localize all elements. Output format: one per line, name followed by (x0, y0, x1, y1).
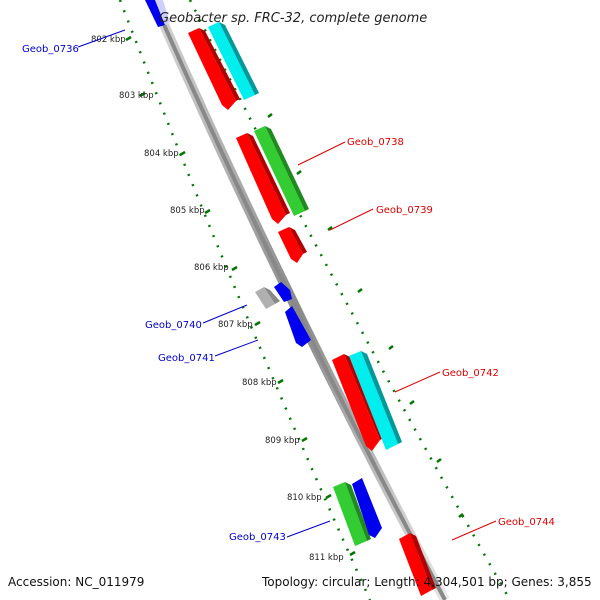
gene-geob-0744[interactable] (399, 533, 432, 596)
gene-geob-0743[interactable] (352, 478, 382, 538)
gene-red-0738-edge (247, 133, 290, 215)
gene-geob-0743-green-edge (345, 482, 371, 541)
gene-red-0738[interactable] (236, 133, 286, 224)
gene-cyan-top-edge (219, 22, 259, 95)
gene-label-geob-0739[interactable]: Geob_0739 (376, 205, 433, 216)
genome-backbone (148, 0, 450, 600)
gene-geob-0738-edge (265, 126, 309, 211)
gene-gray-0740-edge (264, 287, 280, 304)
gene-label-geob-0740[interactable]: Geob_0740 (145, 320, 202, 331)
tick-label-809: 809 kbp (265, 436, 300, 446)
gene-label-geob-0744[interactable]: Geob_0744 (498, 517, 555, 528)
accession-text: Accession: NC_011979 (8, 575, 144, 589)
gene-geob-0740[interactable] (274, 282, 292, 302)
gene-red-0742[interactable] (332, 354, 380, 451)
gene-geob-0744-edge (410, 533, 436, 590)
gene-label-geob-0736[interactable]: Geob_0736 (22, 44, 79, 55)
label-connectors (77, 29, 497, 541)
tick-marks (125, 35, 356, 557)
gene-label-geob-0743[interactable]: Geob_0743 (229, 532, 286, 543)
gene-geob-0736[interactable] (145, 0, 165, 27)
gene-label-geob-0741[interactable]: Geob_0741 (158, 353, 215, 364)
tick-label-803: 803 kbp (119, 91, 154, 101)
gene-geob-0739-edge (289, 227, 307, 254)
genome-backbone-core (151, 0, 447, 600)
map-title: Geobacter sp. FRC-32, complete genome (159, 11, 427, 26)
gene-geob-0743-green[interactable] (333, 482, 367, 546)
gene-geob-0742-edge (361, 351, 402, 444)
gene-geob-0738[interactable] (254, 126, 305, 216)
tick-label-808: 808 kbp (242, 378, 277, 388)
gene-cyan-top[interactable] (208, 22, 255, 100)
gene-gray-0740[interactable] (255, 287, 275, 309)
tick-label-804: 804 kbp (144, 149, 179, 159)
gene-features (145, 0, 436, 596)
tick-label-810: 810 kbp (287, 493, 322, 503)
tick-label-806: 806 kbp (194, 263, 229, 273)
gene-geob-0742[interactable] (349, 351, 398, 450)
gene-red-top-edge (199, 28, 240, 101)
gene-red-top[interactable] (188, 28, 236, 110)
gene-geob-0741[interactable] (285, 306, 311, 347)
gene-label-geob-0742[interactable]: Geob_0742 (442, 368, 499, 379)
gene-geob-0739[interactable] (278, 227, 303, 263)
gene-geob-0736-shade (155, 0, 170, 25)
genome-summary-text: Topology: circular; Length: 4,304,501 bp… (261, 575, 592, 589)
tick-label-805: 805 kbp (170, 206, 205, 216)
tick-label-811: 811 kbp (309, 553, 344, 563)
tick-label-802: 802 kbp (91, 35, 126, 45)
tick-label-807: 807 kbp (218, 320, 253, 330)
gene-label-geob-0738[interactable]: Geob_0738 (347, 137, 404, 148)
outer-tick-marks (267, 113, 464, 518)
